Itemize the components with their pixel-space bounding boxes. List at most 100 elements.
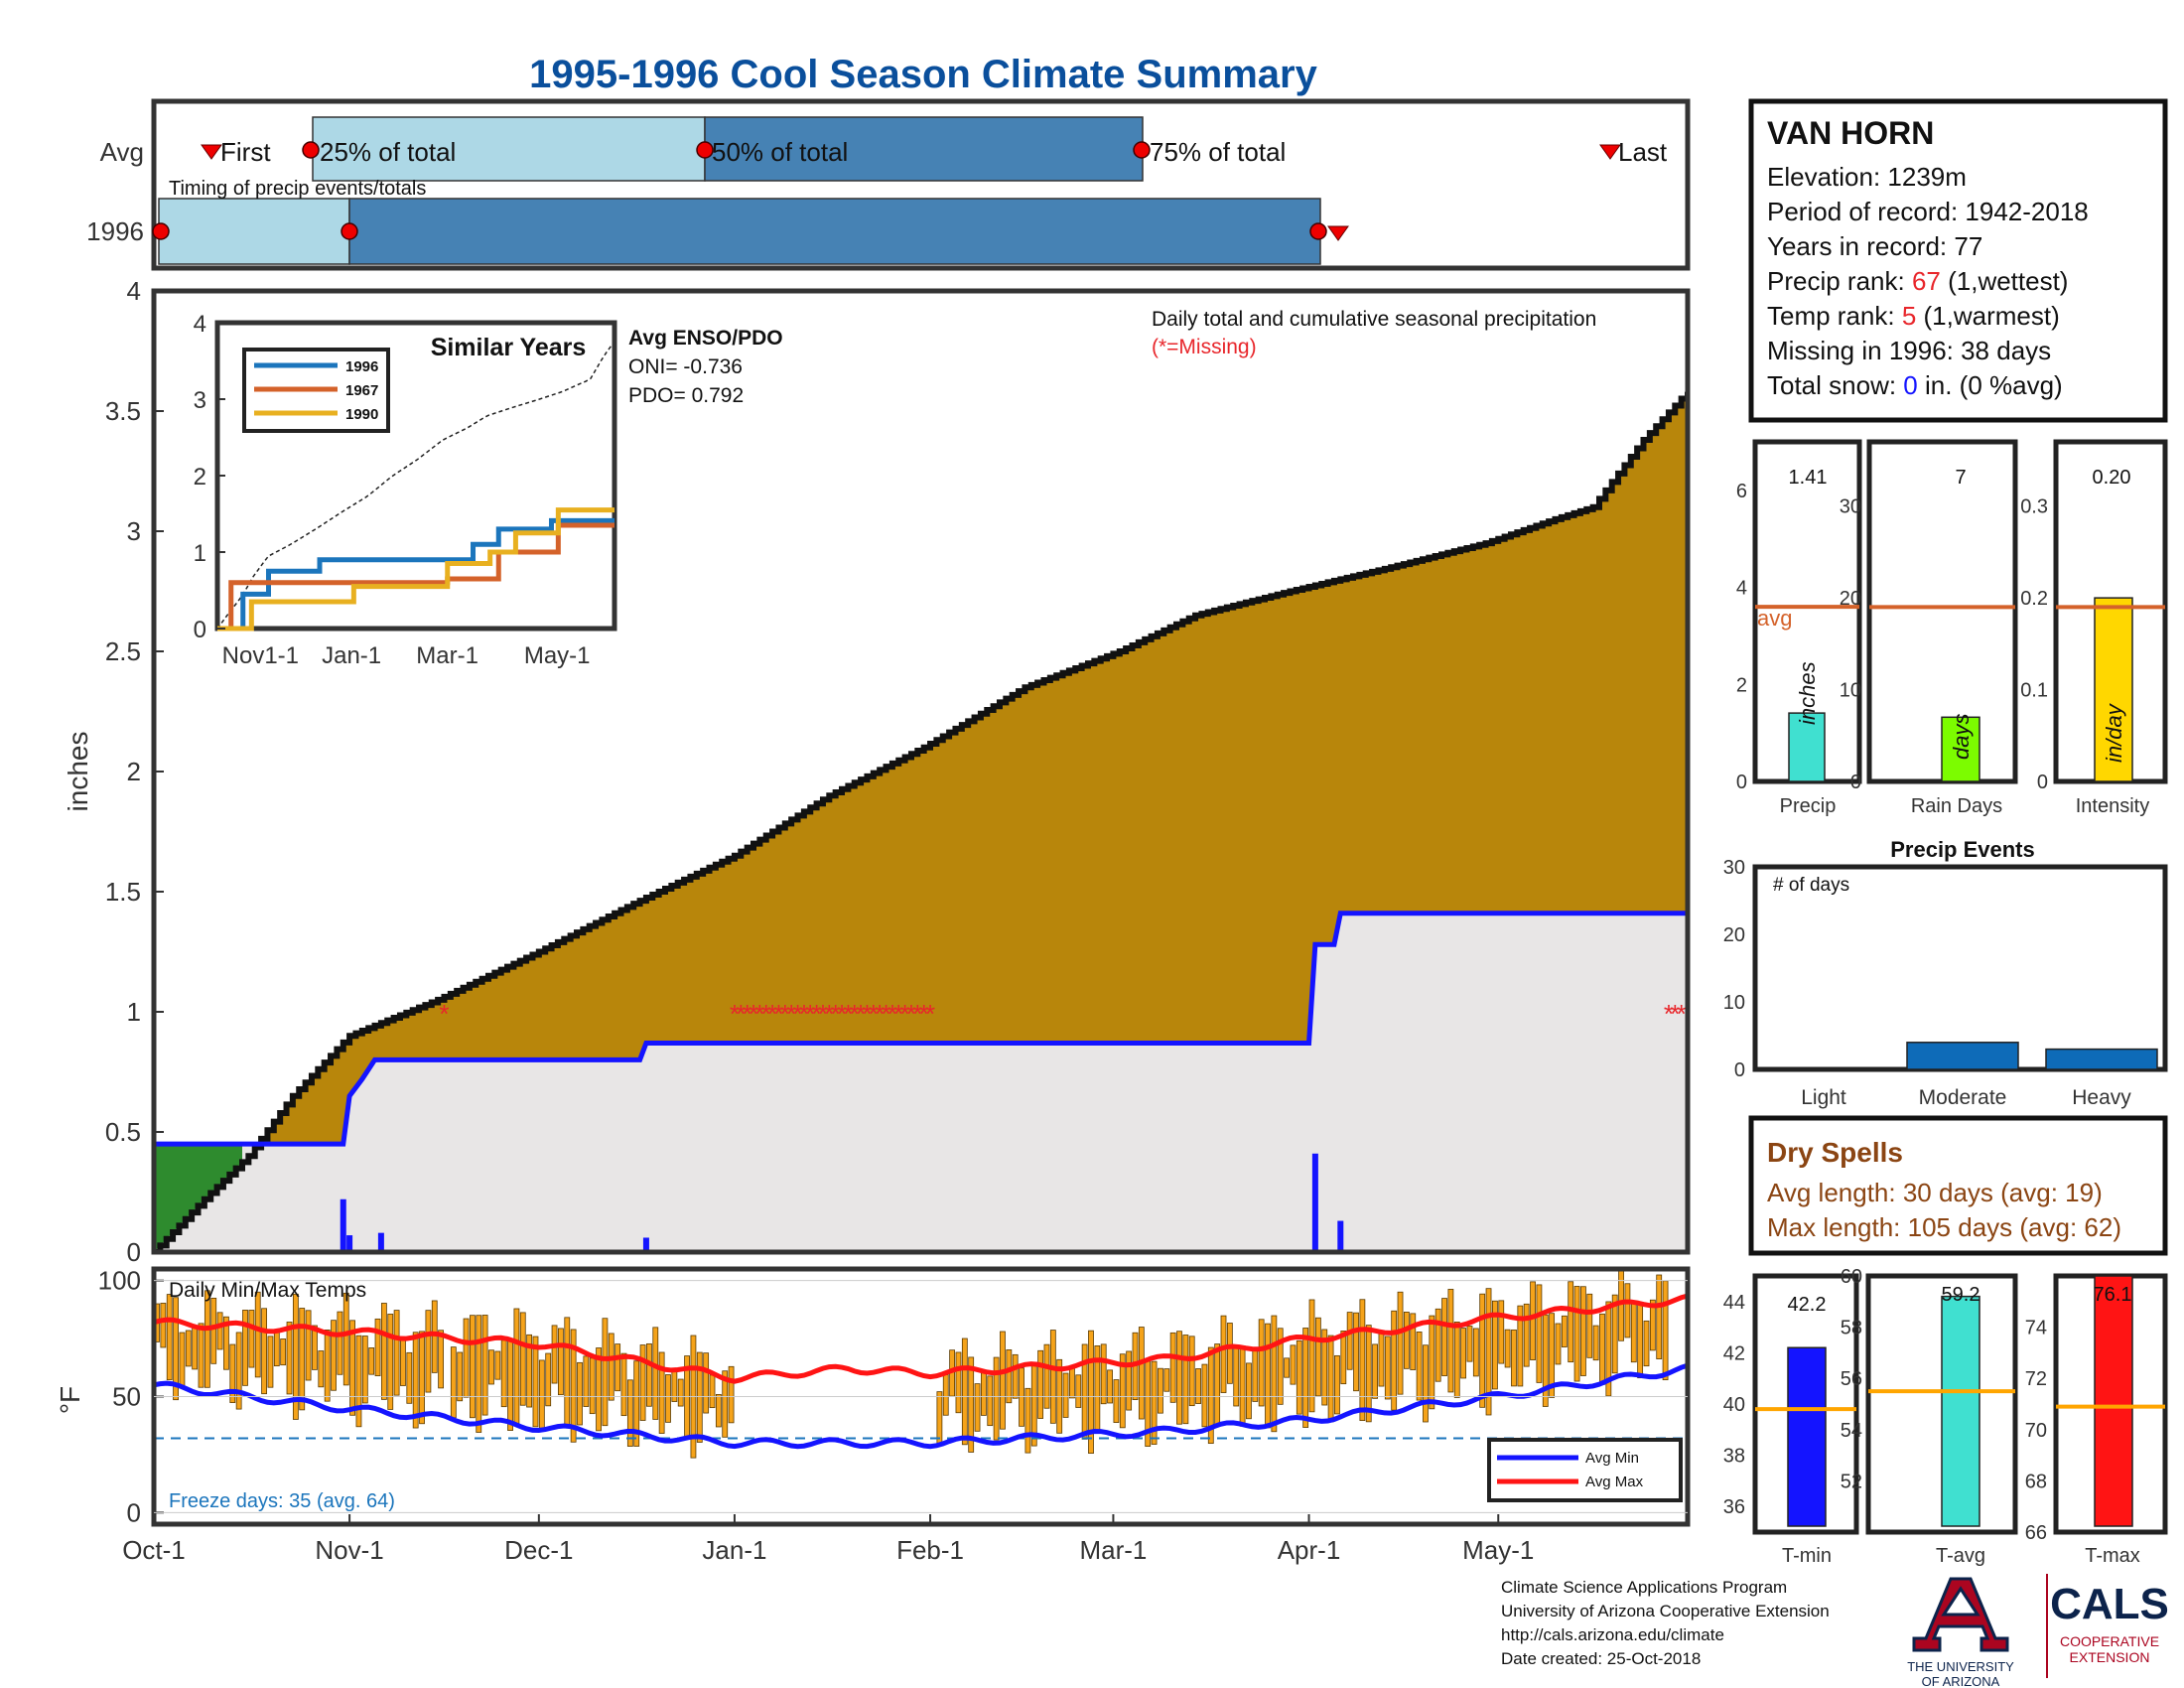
- precip-total-bar: [1788, 712, 1826, 782]
- temp-range-bar: [1308, 1299, 1315, 1413]
- daily-precip-bar: [1337, 1220, 1344, 1252]
- missing-days: Missing in 1996: 38 days: [1767, 336, 2051, 365]
- temp-range-bar: [1492, 1300, 1498, 1390]
- footer-url: http://cals.arizona.edu/climate: [1501, 1625, 1724, 1644]
- date-axis-ticks: Oct-1 Nov-1 Dec-1 Jan-1 Feb-1 Mar-1 Apr-1 May-1: [122, 1514, 1534, 1565]
- rain-days-unit: days: [1949, 714, 1974, 760]
- station-name: VAN HORN: [1767, 115, 1934, 151]
- missing-day-marker: *: [786, 999, 796, 1029]
- temp-range-bar: [1504, 1329, 1511, 1368]
- temp-range-bar: [1195, 1368, 1201, 1404]
- temp-range-bar: [1290, 1344, 1297, 1385]
- temp-range-bar: [393, 1310, 400, 1396]
- p75-label: 75% of total: [1150, 137, 1286, 167]
- temp-range-bar: [318, 1350, 325, 1388]
- temp-caption: Daily Min/Max Temps: [169, 1279, 366, 1302]
- temp-range-bar: [450, 1346, 457, 1419]
- precip-y-ticks: 0 0.5 1 1.5 2 2.5 3 3.5 4: [105, 276, 164, 1267]
- missing-day-marker: *: [792, 999, 802, 1029]
- temp-range-bar: [1447, 1289, 1454, 1393]
- temp-range-bar: [1649, 1299, 1656, 1351]
- temp-summary-tick-label: 58: [1841, 1318, 1862, 1339]
- missing-day-marker: *: [881, 999, 890, 1029]
- temp-range-bar: [558, 1328, 564, 1396]
- temp-range-bar: [337, 1311, 343, 1375]
- year-last-marker: [1327, 225, 1349, 241]
- temp-range-bar: [1277, 1328, 1284, 1405]
- temp-summary-tick-label: 40: [1723, 1394, 1745, 1416]
- timing-avg-box-light: [312, 116, 706, 182]
- intensity-ticks: 0 0.1 0.2 0.3: [2020, 496, 2048, 793]
- missing-day-marker: *: [1670, 999, 1680, 1029]
- events-ylabel: # of days: [1773, 875, 1849, 896]
- last-marker: [1599, 144, 1621, 160]
- temp-range-bar: [229, 1343, 236, 1403]
- temp-range-bar: [292, 1293, 299, 1420]
- temp-range-bar: [1284, 1357, 1290, 1378]
- temp-range-bar: [1549, 1313, 1556, 1398]
- ua-logo-line1: THE UNIVERSITY: [1907, 1659, 2014, 1674]
- temp-range-bar: [1088, 1330, 1094, 1455]
- precip-y-tick-label: 3: [127, 516, 141, 546]
- temp-range-bar: [608, 1333, 614, 1401]
- temp-range-bar: [470, 1315, 476, 1419]
- legend-label-1996: 1996: [345, 358, 378, 375]
- date-axis-tick-label: Feb-1: [896, 1535, 964, 1565]
- temp-range-bar: [715, 1394, 722, 1428]
- temp-range-bar: [1126, 1350, 1133, 1411]
- temp-range-bar: [216, 1312, 223, 1350]
- temp-range-bar: [1158, 1367, 1163, 1414]
- temp-range-bar: [1434, 1308, 1441, 1382]
- temp-range-bar: [1201, 1363, 1208, 1428]
- year-first-marker: [152, 222, 170, 240]
- temp-range-bar: [538, 1359, 545, 1432]
- missing-day-marker: *: [780, 999, 790, 1029]
- temp-range-bar: [261, 1308, 267, 1395]
- avg-min-line: [154, 1362, 1688, 1450]
- date-axis-tick-label: Jan-1: [702, 1535, 766, 1565]
- temp-range-bar: [1334, 1354, 1340, 1415]
- temp-range-bar: [545, 1352, 552, 1407]
- temp-range-bar: [1359, 1299, 1366, 1422]
- temp-range-bar: [173, 1297, 179, 1401]
- missing-day-markers: * ******************************** ***: [439, 999, 1686, 1029]
- events-y-tick-label: 10: [1723, 992, 1745, 1014]
- temp-range-bar: [1384, 1336, 1391, 1400]
- precip-y-tick-label: 2.5: [105, 636, 141, 666]
- temp-range-bar: [1441, 1298, 1447, 1376]
- tmax-value: 76.1: [2094, 1284, 2132, 1306]
- event-bar: [2045, 1048, 2158, 1070]
- temp-ylabel: °F: [55, 1386, 85, 1414]
- inset-x-tick-label: Nov1-1: [222, 642, 299, 669]
- missing-day-marker: *: [912, 999, 922, 1029]
- temp-range-bar: [494, 1350, 501, 1380]
- temp-range-bar: [342, 1292, 349, 1386]
- temp-range-bar: [987, 1375, 994, 1427]
- temp-range-bar: [1169, 1332, 1176, 1403]
- tavg-value: 59.2: [1942, 1284, 1980, 1306]
- temp-range-bar: [1460, 1328, 1467, 1379]
- temp-range-bar: [1006, 1349, 1013, 1404]
- temp-range-bar: [596, 1347, 602, 1432]
- inset-x-tick-label: Mar-1: [416, 642, 478, 669]
- temp-range-bar: [1365, 1325, 1372, 1423]
- first-marker: [201, 144, 222, 160]
- temp-range-bar: [1069, 1367, 1075, 1399]
- missing-day-marker: *: [736, 999, 746, 1029]
- events-category-label: Moderate: [1919, 1086, 2007, 1109]
- temp-summary-tick-label: 42: [1723, 1342, 1745, 1364]
- temp-range-bar: [1542, 1314, 1549, 1407]
- temp-summary-tick-label: 44: [1723, 1292, 1745, 1314]
- temp-range-bar: [1429, 1315, 1435, 1410]
- summary-tick-label: 20: [1840, 588, 1861, 610]
- missing-day-marker: *: [875, 999, 885, 1029]
- intensity-unit: in/day: [2102, 702, 2126, 763]
- precip-events-chart: Precip Events # of days 0 10 20 30 Light Mode…: [1723, 837, 2168, 1109]
- temp-summary-tick-label: 60: [1841, 1266, 1862, 1288]
- temp-range-bar: [1119, 1353, 1126, 1429]
- precip-total-chart: avg 1.41 inches Precip 0 2 4 6: [1736, 439, 1862, 817]
- temp-range-bar: [696, 1351, 703, 1443]
- station-info-box: VAN HORN Elevation: 1239m Period of reco…: [1748, 98, 2168, 423]
- temp-range-bar: [286, 1322, 293, 1395]
- summary-tick-label: 4: [1736, 578, 1747, 600]
